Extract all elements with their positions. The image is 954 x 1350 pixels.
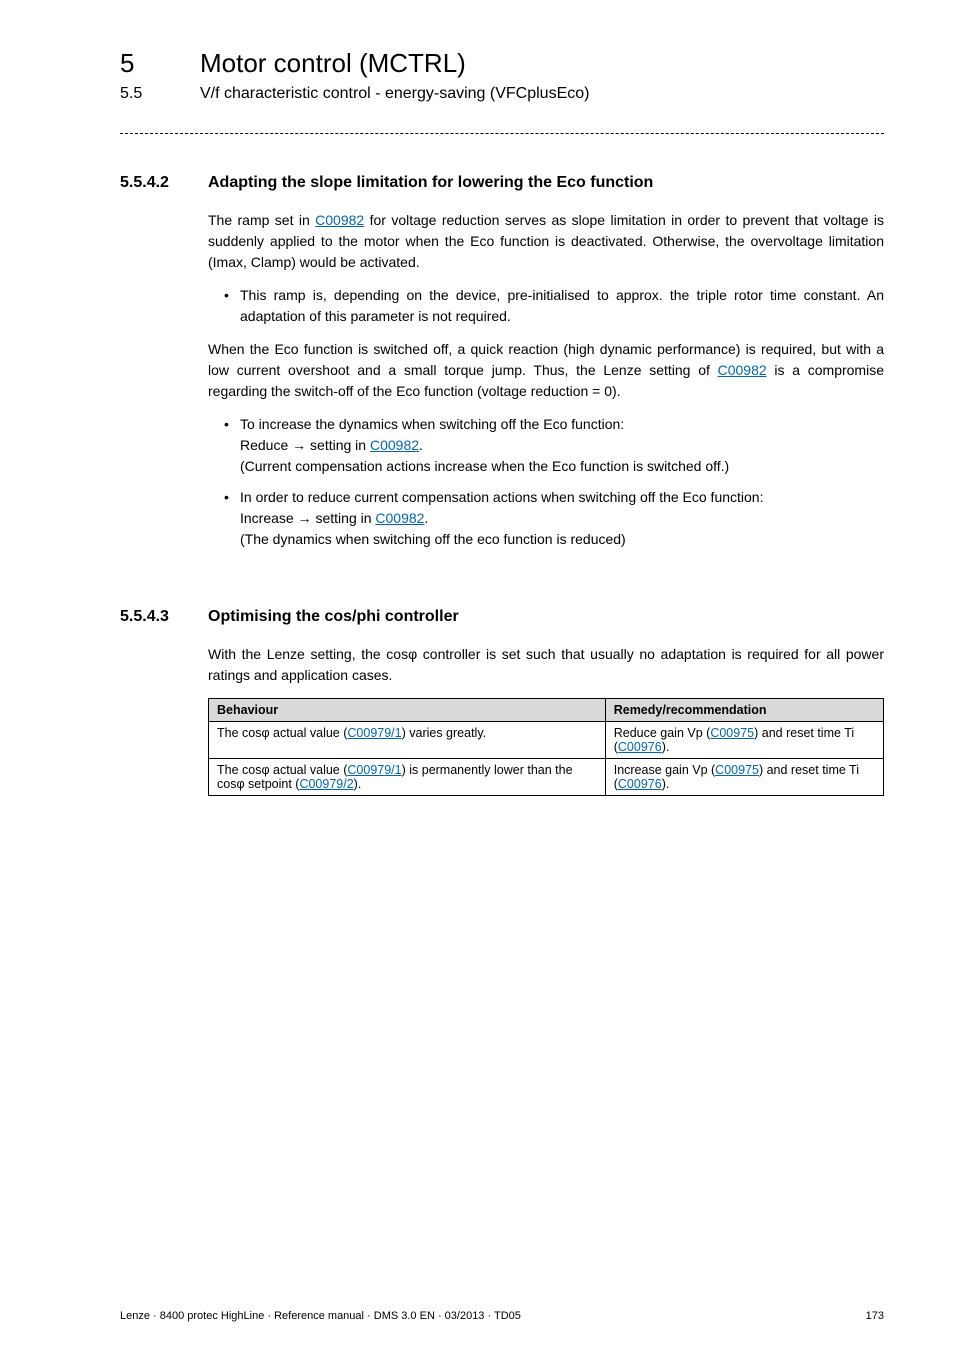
paragraph: When the Eco function is switched off, a… xyxy=(208,339,884,402)
link-c00982[interactable]: C00982 xyxy=(370,437,419,453)
link-c00976[interactable]: C00976 xyxy=(618,740,662,754)
link-c00976[interactable]: C00976 xyxy=(618,777,662,791)
page-footer: Lenze · 8400 protec HighLine · Reference… xyxy=(120,1310,884,1322)
subsection-body: Optimising the cos/phi controller With t… xyxy=(208,608,884,796)
remedy-table: Behaviour Remedy/recommendation The cosφ… xyxy=(208,698,884,796)
text: ). xyxy=(662,777,670,791)
subsection-number: 5.5.4.3 xyxy=(120,608,180,796)
footer-page-number: 173 xyxy=(866,1310,884,1322)
text: Reduce → setting in xyxy=(240,437,370,453)
section-5-5-4-3: 5.5.4.3 Optimising the cos/phi controlle… xyxy=(120,608,884,796)
paragraph: With the Lenze setting, the cosφ control… xyxy=(208,644,884,686)
column-header-behaviour: Behaviour xyxy=(209,699,606,722)
bullet-list: To increase the dynamics when switching … xyxy=(224,414,884,550)
divider xyxy=(120,133,884,134)
text: (The dynamics when switching off the eco… xyxy=(240,529,884,550)
link-c00982[interactable]: C00982 xyxy=(375,510,424,526)
page: 5 Motor control (MCTRL) 5.5 V/f characte… xyxy=(0,0,954,1350)
section-number: 5.5 xyxy=(120,85,160,103)
section-row: 5.5 V/f characteristic control - energy-… xyxy=(120,85,884,103)
chapter-title: Motor control (MCTRL) xyxy=(200,48,466,79)
text: ) varies greatly. xyxy=(402,726,487,740)
text: (Current compensation actions increase w… xyxy=(240,456,884,477)
table-cell: The cosφ actual value (C00979/1) is perm… xyxy=(209,759,606,796)
text: ). xyxy=(354,777,362,791)
page-header: 5 Motor control (MCTRL) 5.5 V/f characte… xyxy=(120,48,884,103)
subsection-heading: Optimising the cos/phi controller xyxy=(208,608,884,626)
chapter-row: 5 Motor control (MCTRL) xyxy=(120,48,884,79)
subsection-heading: Adapting the slope limitation for loweri… xyxy=(208,174,884,192)
text: ). xyxy=(662,740,670,754)
text: . xyxy=(419,437,423,453)
link-c00979-1[interactable]: C00979/1 xyxy=(347,763,401,777)
subsection-body: Adapting the slope limitation for loweri… xyxy=(208,174,884,562)
text: In order to reduce current compensation … xyxy=(240,487,884,508)
list-item: To increase the dynamics when switching … xyxy=(224,414,884,477)
table-header-row: Behaviour Remedy/recommendation xyxy=(209,699,884,722)
list-item: This ramp is, depending on the device, p… xyxy=(224,285,884,327)
text: Increase → setting in C00982. xyxy=(240,508,884,529)
link-c00979-1[interactable]: C00979/1 xyxy=(347,726,401,740)
text: To increase the dynamics when switching … xyxy=(240,414,884,435)
table-cell: Reduce gain Vp (C00975) and reset time T… xyxy=(605,722,883,759)
paragraph: The ramp set in C00982 for voltage reduc… xyxy=(208,210,884,273)
table-cell: Increase gain Vp (C00975) and reset time… xyxy=(605,759,883,796)
text: The cosφ actual value ( xyxy=(217,763,347,777)
table-row: The cosφ actual value (C00979/1) varies … xyxy=(209,722,884,759)
text: The ramp set in xyxy=(208,212,315,228)
footer-left: Lenze · 8400 protec HighLine · Reference… xyxy=(120,1310,521,1322)
column-header-remedy: Remedy/recommendation xyxy=(605,699,883,722)
text: Increase gain Vp ( xyxy=(614,763,715,777)
text: Reduce gain Vp ( xyxy=(614,726,711,740)
chapter-number: 5 xyxy=(120,48,160,79)
link-c00982[interactable]: C00982 xyxy=(718,362,767,378)
link-c00975[interactable]: C00975 xyxy=(710,726,754,740)
link-c00979-2[interactable]: C00979/2 xyxy=(299,777,353,791)
table-row: The cosφ actual value (C00979/1) is perm… xyxy=(209,759,884,796)
table-cell: The cosφ actual value (C00979/1) varies … xyxy=(209,722,606,759)
bullet-list: This ramp is, depending on the device, p… xyxy=(224,285,884,327)
list-item: In order to reduce current compensation … xyxy=(224,487,884,550)
link-c00975[interactable]: C00975 xyxy=(715,763,759,777)
text: . xyxy=(424,510,428,526)
link-c00982[interactable]: C00982 xyxy=(315,212,364,228)
text: The cosφ actual value ( xyxy=(217,726,347,740)
section-5-5-4-2: 5.5.4.2 Adapting the slope limitation fo… xyxy=(120,174,884,562)
text: Increase → setting in xyxy=(240,510,375,526)
section-title: V/f characteristic control - energy-savi… xyxy=(200,85,589,103)
subsection-number: 5.5.4.2 xyxy=(120,174,180,562)
text: Reduce → setting in C00982. xyxy=(240,435,884,456)
